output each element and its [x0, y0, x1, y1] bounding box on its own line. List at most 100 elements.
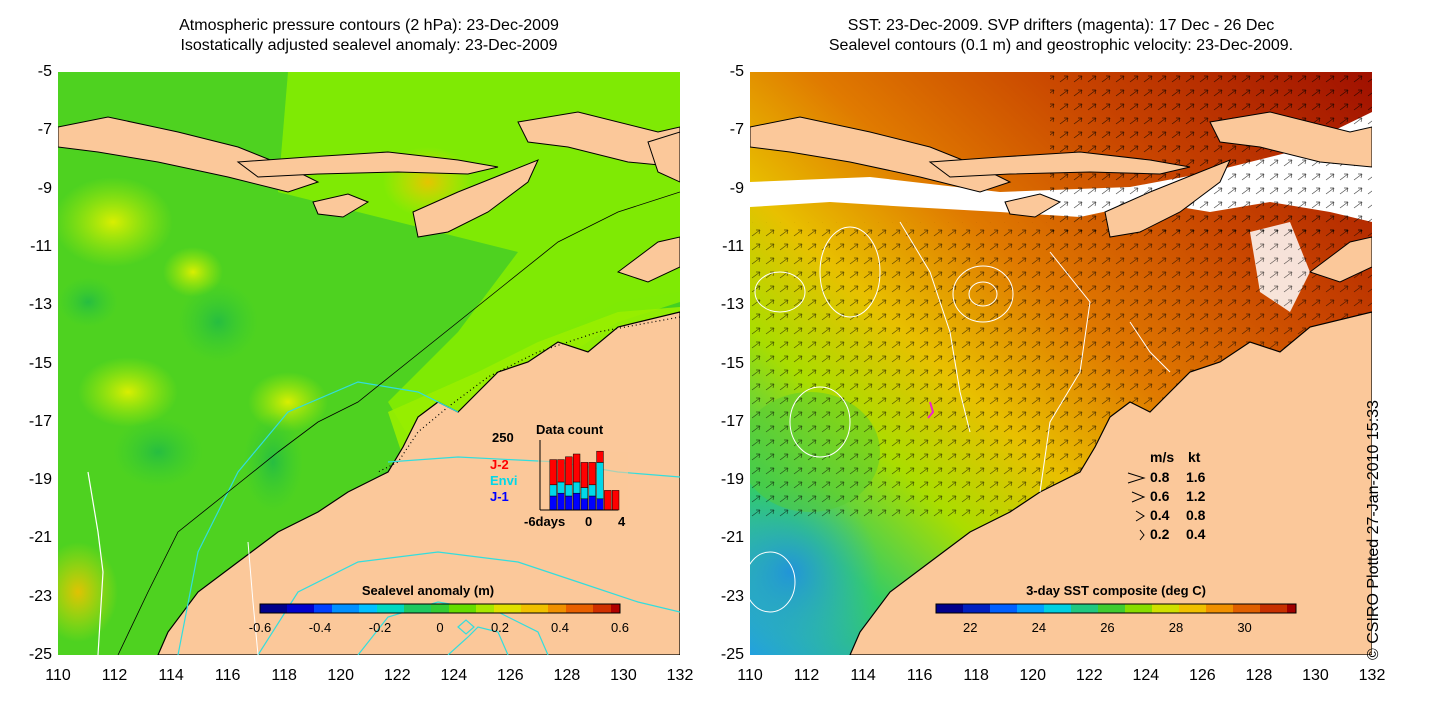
left-x-tick: 128	[553, 667, 581, 684]
sst-colorbar-tick: 26	[1100, 620, 1114, 635]
inset-bar-j2	[588, 462, 596, 486]
left-x-tick: 126	[497, 667, 524, 684]
left-y-tick: -17	[28, 412, 52, 430]
speed-legend-kt: 0.4	[1186, 526, 1206, 542]
left-map-title: Atmospheric pressure contours (2 hPa): 2…	[58, 16, 680, 56]
left-x-tick: 118	[271, 667, 297, 684]
left-x-tick: 116	[214, 667, 241, 684]
speed-legend-ms: 0.6	[1150, 488, 1170, 504]
speed-legend-kt: 1.6	[1186, 469, 1206, 485]
left-y-tick: -25	[28, 646, 52, 663]
inset-bar-envi	[557, 481, 565, 494]
sealevel-colorbar-tick: -0.4	[309, 620, 331, 635]
speed-legend-ms: 0.4	[1150, 507, 1170, 523]
left-x-tick: 114	[158, 667, 184, 684]
svp-drifter-track	[927, 401, 935, 419]
sealevel-colorbar-tick: -0.6	[249, 620, 271, 635]
left-y-tick: -15	[28, 354, 52, 372]
inset-bar-envi	[596, 462, 604, 500]
left-y-tick: -7	[37, 121, 52, 139]
left-x-tick: 122	[383, 667, 411, 684]
inset-bar-j1	[565, 495, 573, 511]
inset-legend-j1: J-1	[490, 489, 509, 504]
inset-xlabel-end: 4	[618, 514, 626, 529]
speed-legend: m/s kt 0.8 1.6 0.6 1.2 0.4 0.8 0.2 0.4	[1127, 449, 1206, 542]
inset-bar-j2	[549, 459, 557, 486]
left-y-tick: -13	[28, 296, 52, 314]
inset-legend-j2: J-2	[490, 457, 509, 472]
right-y-tick: -19	[720, 471, 744, 489]
left-y-tick: -23	[28, 587, 52, 605]
sst-colorbar-tick: 30	[1237, 620, 1251, 635]
left-title-line1: Atmospheric pressure contours (2 hPa): 2…	[179, 17, 559, 34]
island-timor	[412, 159, 539, 238]
sst-colorbar-label: 3-day SST composite (deg C)	[1026, 583, 1206, 598]
right-x-tick: 124	[1132, 667, 1160, 684]
right-y-tick: -21	[720, 529, 744, 547]
left-y-tick: -21	[28, 529, 52, 547]
left-x-tick: 110	[45, 667, 71, 684]
inset-xlabel-start: -6days	[524, 514, 565, 529]
speed-arrow-icon	[1131, 491, 1146, 503]
speed-legend-ms: 0.2	[1150, 526, 1170, 542]
inset-bar-j2	[611, 490, 620, 511]
right-x-tick: 122	[1075, 667, 1103, 684]
right-x-tick: 112	[793, 667, 820, 684]
inset-bar-j1	[588, 495, 596, 511]
right-x-tick: 120	[1019, 667, 1047, 684]
speed-legend-kt: 0.8	[1186, 507, 1206, 523]
data-count-inset: Data count 250 J-2 Envi J-1 -6days 0 4	[490, 422, 628, 529]
right-y-tick: -5	[729, 63, 744, 80]
sealevel-colorbar-tick: -0.2	[369, 620, 391, 635]
island-sumba	[312, 193, 370, 218]
sst-map: m/s kt 0.8 1.6 0.6 1.2 0.4 0.8 0.2 0.4 3-day SS…	[750, 72, 1372, 655]
right-y-tick: -23	[720, 587, 744, 605]
speed-arrow-icon	[1135, 510, 1145, 522]
right-y-tick: -15	[720, 354, 744, 372]
inset-bar-j1	[557, 492, 565, 511]
right-x-tick: 132	[1358, 667, 1386, 684]
sst-colorbar-tick: 22	[963, 620, 977, 635]
sst-map-svg: m/s kt 0.8 1.6 0.6 1.2 0.4 0.8 0.2 0.4 3-day SS…	[750, 72, 1372, 655]
speed-legend-kt-header: kt	[1188, 449, 1201, 465]
inset-bars	[549, 450, 620, 511]
speed-legend-ms-header: m/s	[1150, 449, 1174, 465]
inset-bar-j1	[580, 498, 589, 511]
right-x-tick: 118	[963, 667, 989, 684]
right-x-tick: 126	[1189, 667, 1216, 684]
sealevel-colorbar: Sealevel anomaly (m) -0.6 -0.4 -0.2 0 0.2 0.4…	[249, 583, 629, 635]
right-title-line1: SST: 23-Dec-2009. SVP drifters (magenta)…	[847, 17, 1275, 34]
sealevel-colorbar-label: Sealevel anomaly (m)	[362, 583, 494, 598]
inset-bar-j2	[580, 462, 589, 488]
australia-landmass-sst	[849, 311, 1372, 655]
inset-bar-envi	[572, 481, 581, 494]
inset-bar-j2	[596, 450, 604, 463]
right-y-tick: -17	[720, 412, 744, 430]
right-x-tick: 128	[1245, 667, 1273, 684]
inset-title: Data count	[536, 422, 604, 437]
inset-bar-j2	[572, 453, 581, 483]
left-y-tick: -11	[30, 237, 52, 255]
left-x-tick: 120	[327, 667, 355, 684]
speed-legend-kt: 1.2	[1186, 488, 1206, 504]
inset-legend-envi: Envi	[490, 473, 517, 488]
right-y-tick: -7	[729, 121, 744, 139]
left-x-tick: 124	[440, 667, 468, 684]
inset-bar-envi	[580, 487, 589, 500]
right-y-tick: -11	[722, 237, 744, 255]
inset-bar-j1	[572, 492, 581, 511]
speed-legend-ms: 0.8	[1150, 469, 1170, 485]
inset-bar-j1	[549, 495, 557, 511]
left-x-tick: 130	[610, 667, 637, 684]
left-y-tick: -19	[28, 471, 52, 489]
speed-arrow-icon	[1127, 472, 1146, 484]
sealevel-colorbar-tick: 0	[436, 620, 443, 635]
sst-colorbar-tick: 24	[1032, 620, 1046, 635]
right-x-tick: 116	[906, 667, 933, 684]
inset-xlabel-zero: 0	[585, 514, 592, 529]
inset-bar-envi	[565, 484, 573, 497]
speed-arrow-icon	[1139, 529, 1145, 541]
left-title-line2: Isostatically adjusted sealevel anomaly:…	[180, 37, 558, 54]
inset-bar-envi	[549, 484, 557, 497]
inset-bar-j1	[596, 498, 604, 511]
